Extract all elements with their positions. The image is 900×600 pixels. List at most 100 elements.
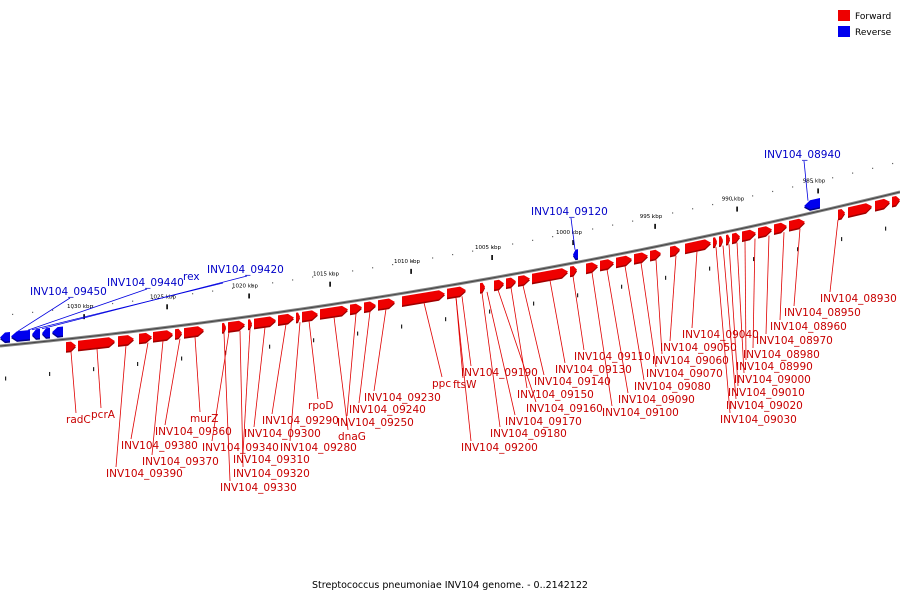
reverse-gene-label: INV104_09420 <box>207 264 284 276</box>
forward-gene-box <box>518 275 530 287</box>
reverse-leader-line <box>31 282 224 331</box>
forward-gene-label: INV104_09240 <box>349 404 426 416</box>
forward-gene-box <box>78 337 115 352</box>
position-dot <box>272 282 274 284</box>
forward-gene-box-body <box>118 335 134 346</box>
forward-gene-box <box>586 262 598 275</box>
genome-axis-line <box>0 190 900 348</box>
reverse-gene-label: INV104_09440 <box>107 277 184 289</box>
forward-gene-box <box>447 286 466 300</box>
scale-tick-mark <box>817 188 819 194</box>
forward-leader-line <box>96 348 102 409</box>
position-tick <box>181 356 183 361</box>
forward-gene-label: INV104_09020 <box>726 400 803 412</box>
forward-gene-box <box>153 330 173 343</box>
scale-tick-mark <box>491 255 493 261</box>
forward-leader-line <box>591 272 613 407</box>
position-dot <box>672 212 674 214</box>
position-dot <box>92 305 94 307</box>
forward-gene-box <box>139 332 152 345</box>
forward-leader-line <box>239 330 244 468</box>
forward-leader-line <box>549 280 566 364</box>
forward-gene-box-body <box>254 316 276 328</box>
forward-gene-box <box>494 279 504 292</box>
position-tick <box>533 301 535 306</box>
position-dot <box>392 263 394 266</box>
forward-gene-box <box>350 303 362 316</box>
forward-gene-box <box>66 341 76 353</box>
scale-tick-mark <box>248 293 250 299</box>
forward-gene-box-body <box>139 332 152 343</box>
position-dot <box>772 190 774 193</box>
forward-gene-box <box>378 298 395 311</box>
position-tick <box>5 376 7 381</box>
forward-gene-box-body <box>600 259 614 270</box>
forward-leader-line <box>486 291 516 416</box>
forward-gene-box-body <box>570 266 577 276</box>
scale-tick-label: 1010 kbp <box>394 259 420 265</box>
position-dot <box>12 313 14 316</box>
position-dots <box>5 162 894 381</box>
forward-gene-box <box>634 252 648 265</box>
forward-leader-line <box>779 232 785 321</box>
forward-gene-label: INV104_08950 <box>784 307 861 319</box>
genome-axis <box>0 190 900 348</box>
forward-leader-line <box>572 276 585 351</box>
reverse-gene-box-body <box>573 249 578 259</box>
scale-tick-label: 990 kbp <box>722 197 745 203</box>
forward-gene-label: ftsW <box>453 379 477 391</box>
scale-tick-label: 1030 kbp <box>67 304 93 310</box>
forward-gene-box <box>789 218 805 232</box>
forward-gene-label: radC <box>66 414 91 426</box>
forward-gene-label: INV104_09310 <box>233 454 310 466</box>
forward-leader-line <box>423 302 443 378</box>
forward-gene-box <box>364 301 376 314</box>
forward-leader-line <box>242 329 251 454</box>
forward-gene-box-body <box>350 303 362 314</box>
legend-reverse-swatch <box>838 26 850 37</box>
forward-gene-label: INV104_09060 <box>652 355 729 367</box>
forward-leader-line <box>522 285 545 376</box>
position-tick <box>885 226 887 231</box>
position-tick <box>93 367 95 372</box>
reverse-leader-line <box>570 217 576 250</box>
position-dot <box>892 162 894 165</box>
forward-gene-label: INV104_09170 <box>505 416 582 428</box>
scale-ticks: 985 kbp 990 kbp 995 kbp 1000 kbp 1005 kbp 101… <box>67 178 826 320</box>
scale-tick-mark <box>166 304 168 310</box>
reverse-gene-box-body <box>11 330 30 341</box>
forward-gene-label: dnaG <box>338 431 366 443</box>
forward-gene-label: INV104_09280 <box>280 442 357 454</box>
scale-tick-label: 985 kbp <box>803 178 826 184</box>
forward-gene-box-body <box>222 322 226 333</box>
position-dot <box>172 295 174 297</box>
forward-gene-box-body <box>228 320 245 332</box>
reverse-leader-line <box>803 160 809 201</box>
position-dot <box>832 177 834 179</box>
forward-gene-box <box>732 232 740 245</box>
scale-tick-label: 995 kbp <box>640 214 663 220</box>
position-tick <box>269 344 271 349</box>
forward-leader-line <box>455 297 472 442</box>
position-dot <box>692 208 694 210</box>
position-tick <box>49 371 51 376</box>
forward-gene-label: INV104_09110 <box>574 351 651 363</box>
forward-gene-label: INV104_09190 <box>461 367 538 379</box>
position-tick <box>665 275 667 280</box>
forward-gene-box <box>254 316 276 330</box>
forward-leader-line <box>130 342 149 440</box>
forward-leader-line <box>765 235 770 335</box>
scale-tick-mark <box>736 206 738 212</box>
forward-gene-box-body <box>518 275 530 286</box>
scale-tick-label: 1020 kbp <box>232 283 258 289</box>
forward-leader-line <box>455 297 464 379</box>
forward-gene-label: INV104_09130 <box>555 364 632 376</box>
position-dot <box>252 285 254 287</box>
forward-gene-box-body <box>320 305 348 319</box>
position-dot <box>372 267 374 269</box>
forward-leader-line <box>744 240 747 361</box>
forward-leader-line <box>669 255 677 342</box>
reverse-gene-box <box>42 327 50 339</box>
scale-tick-mark <box>572 240 574 246</box>
